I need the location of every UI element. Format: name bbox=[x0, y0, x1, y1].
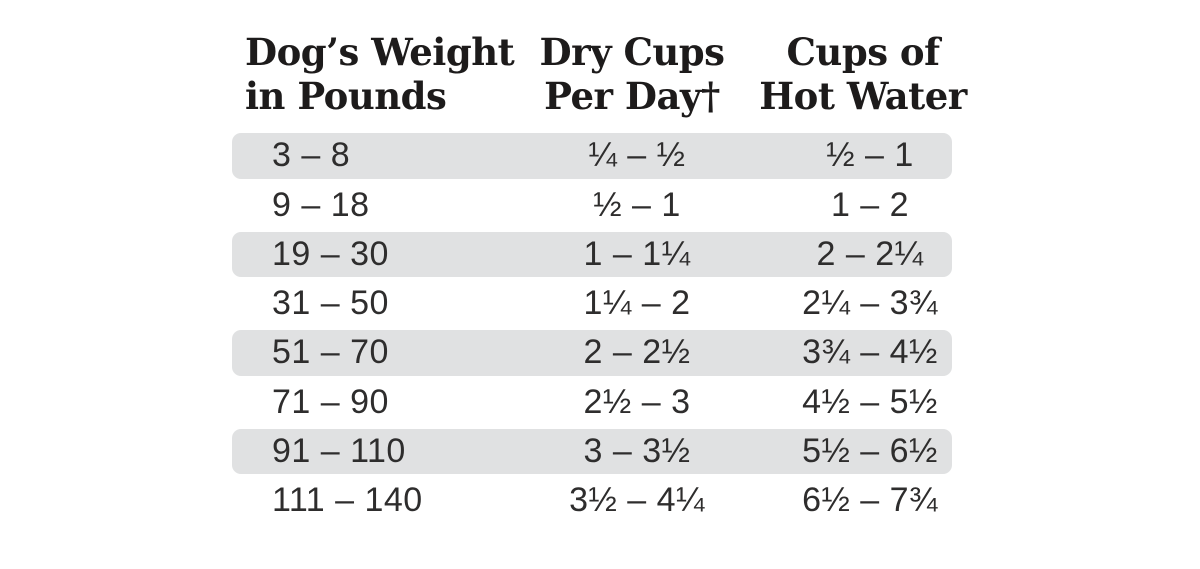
table-row: 51 – 70 2 – 2½ 3¾ – 4½ bbox=[232, 330, 952, 376]
cell-dry-cups: 1¼ – 2 bbox=[583, 284, 691, 323]
header-col-hot-water-line2: Hot Water bbox=[759, 74, 967, 118]
feeding-table: Dog’s Weight in Pounds Dry Cups Per Day†… bbox=[232, 0, 967, 569]
cell-hot-water: 4½ – 5½ bbox=[802, 382, 938, 421]
cell-dry-cups: 2½ – 3 bbox=[583, 382, 691, 421]
header-col-hot-water-line1: Cups of bbox=[786, 30, 940, 74]
table-header: Dog’s Weight in Pounds Dry Cups Per Day†… bbox=[232, 30, 967, 130]
table-row: 3 – 8 ¼ – ½ ½ – 1 bbox=[232, 133, 952, 179]
cell-hot-water: 5½ – 6½ bbox=[802, 432, 938, 471]
cell-dry-cups: 2 – 2½ bbox=[583, 333, 691, 372]
cell-weight-range: 91 – 110 bbox=[272, 432, 406, 471]
cell-dry-cups: 3 – 3½ bbox=[583, 432, 691, 471]
table-body: 3 – 8 ¼ – ½ ½ – 1 9 – 18 ½ – 1 1 – 2 19 … bbox=[232, 133, 952, 527]
cell-weight-range: 9 – 18 bbox=[272, 185, 370, 224]
table-row: 91 – 110 3 – 3½ 5½ – 6½ bbox=[232, 428, 952, 475]
header-col-dry-cups: Dry Cups Per Day† bbox=[539, 30, 725, 118]
cell-dry-cups: ¼ – ½ bbox=[588, 136, 686, 175]
table-row: 9 – 18 ½ – 1 1 – 2 bbox=[232, 182, 952, 228]
table-row: 111 – 140 3½ – 4¼ 6½ – 7¾ bbox=[232, 478, 952, 524]
cell-weight-range: 111 – 140 bbox=[272, 481, 423, 520]
header-col-hot-water: Cups of Hot Water bbox=[759, 30, 967, 118]
table-row: 71 – 90 2½ – 3 4½ – 5½ bbox=[232, 379, 952, 425]
cell-hot-water: ½ – 1 bbox=[826, 136, 914, 175]
cell-weight-range: 3 – 8 bbox=[272, 136, 351, 175]
table-row: 31 – 50 1¼ – 2 2¼ – 3¾ bbox=[232, 281, 952, 327]
cell-hot-water: 1 – 2 bbox=[830, 185, 910, 224]
cell-hot-water: 2¼ – 3¾ bbox=[802, 284, 938, 323]
header-col-dry-cups-line2: Per Day† bbox=[544, 74, 720, 118]
cell-weight-range: 19 – 30 bbox=[272, 234, 389, 273]
cell-dry-cups: ½ – 1 bbox=[593, 185, 681, 224]
header-col-dry-cups-line1: Dry Cups bbox=[539, 30, 725, 74]
cell-hot-water: 6½ – 7¾ bbox=[802, 481, 938, 520]
cell-hot-water: 2 – 2¼ bbox=[816, 234, 924, 273]
cell-dry-cups: 3½ – 4¼ bbox=[569, 481, 705, 520]
header-col-weight-line2: in Pounds bbox=[245, 74, 447, 118]
cell-weight-range: 31 – 50 bbox=[272, 284, 389, 323]
cell-dry-cups: 1 – 1¼ bbox=[583, 234, 691, 273]
cell-hot-water: 3¾ – 4½ bbox=[802, 333, 938, 372]
cell-weight-range: 51 – 70 bbox=[272, 333, 389, 372]
header-col-weight: Dog’s Weight in Pounds bbox=[245, 30, 515, 118]
cell-weight-range: 71 – 90 bbox=[272, 382, 389, 421]
header-col-weight-line1: Dog’s Weight bbox=[245, 30, 515, 74]
table-row: 19 – 30 1 – 1¼ 2 – 2¼ bbox=[232, 231, 952, 278]
